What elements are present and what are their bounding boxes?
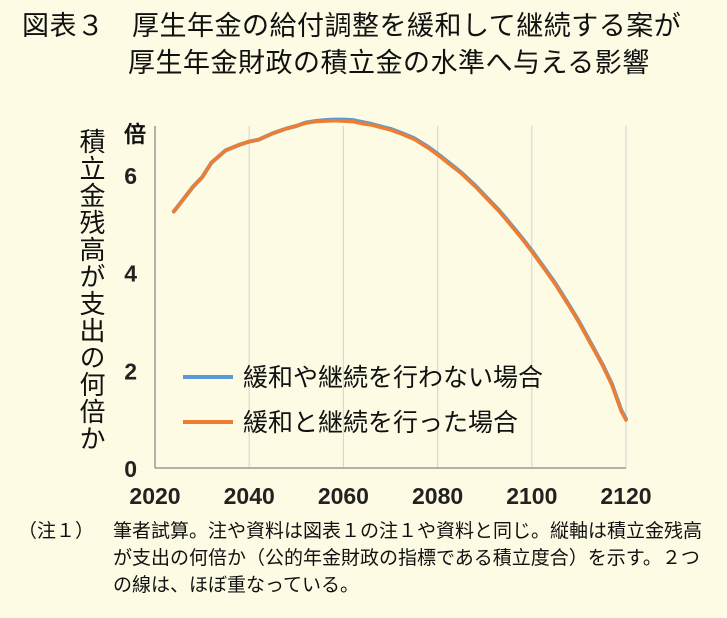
x-tick-label-2100: 2100 xyxy=(506,483,557,509)
y-tick-label-0: 0 xyxy=(124,456,137,482)
x-tick-label-2060: 2060 xyxy=(318,483,369,509)
x-tick-label-2080: 2080 xyxy=(412,483,463,509)
axes xyxy=(154,126,626,469)
footnote: （注１） 筆者試算。注や資料は図表１の注１や資料と同じ。縦軸は積立金残高が支出の何… xyxy=(18,518,718,599)
y-tick-label-4: 4 xyxy=(124,261,137,287)
grid-lines xyxy=(248,126,627,468)
footnote-text: 筆者試算。注や資料は図表１の注１や資料と同じ。縦軸は積立金残高が支出の何倍か（公… xyxy=(113,520,703,596)
title-line-1: 図表３ 厚生年金の給付調整を緩和して継続する案が xyxy=(22,11,682,42)
x-tick-label-2120: 2120 xyxy=(600,483,651,509)
legend-label-2: 緩和と継続を行った場合 xyxy=(243,408,518,437)
series-lines xyxy=(171,117,628,422)
x-tick-label-2020: 2020 xyxy=(129,483,180,509)
title-line-2: 厚生年金財政の積立金の水準へ与える影響 xyxy=(128,48,650,79)
y-tick-label-6: 6 xyxy=(124,163,137,189)
series-line-2 xyxy=(172,118,628,422)
legend-label-1: 緩和や継続を行わない場合 xyxy=(243,363,543,392)
y-tick-label-2: 2 xyxy=(124,358,137,384)
tick-labels: 2020 2040 2060 2080 2100 2120 0 2 4 6 xyxy=(124,163,651,509)
footnote-label: （注１） xyxy=(18,520,95,542)
y-axis-unit: 倍 xyxy=(124,123,147,148)
x-tick-label-2040: 2040 xyxy=(224,483,275,509)
y-axis-label: 積立金残高が支出の何倍か xyxy=(75,128,105,452)
chart-title: 図表３ 厚生年金の給付調整を緩和して継続する案が 厚生年金財政の積立金の水準へ与… xyxy=(22,8,712,82)
